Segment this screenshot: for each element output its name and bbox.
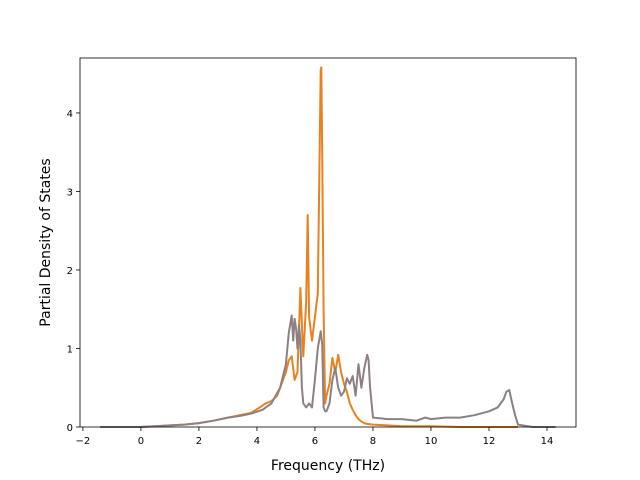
y-tick-label: 0	[67, 423, 73, 434]
x-tick-label: 4	[254, 436, 260, 447]
series-line-2	[100, 314, 556, 428]
y-tick-label: 3	[67, 187, 73, 198]
x-tick-label: 6	[312, 436, 318, 447]
x-tick-label: 2	[196, 436, 202, 447]
x-tick-label: 14	[541, 436, 554, 447]
x-tick-label: 8	[370, 436, 376, 447]
series-line-1	[100, 66, 518, 428]
x-tick-label: −2	[76, 436, 91, 447]
y-tick-label: 1	[67, 344, 73, 355]
y-axis-label: Partial Density of States	[38, 158, 54, 326]
x-tick-label: 10	[425, 436, 438, 447]
series-layer	[100, 66, 556, 428]
y-tick-label: 2	[67, 266, 73, 277]
plot-frame	[79, 57, 577, 428]
x-axis-label: Frequency (THz)	[271, 458, 385, 474]
x-tick-label: 12	[483, 436, 496, 447]
x-tick-label: 0	[138, 436, 144, 447]
y-axis: 0 1 2 3 4	[67, 109, 80, 434]
y-tick-label: 4	[67, 109, 73, 120]
x-axis: −2 0 2 4 6 8 10 12 14	[76, 427, 554, 447]
